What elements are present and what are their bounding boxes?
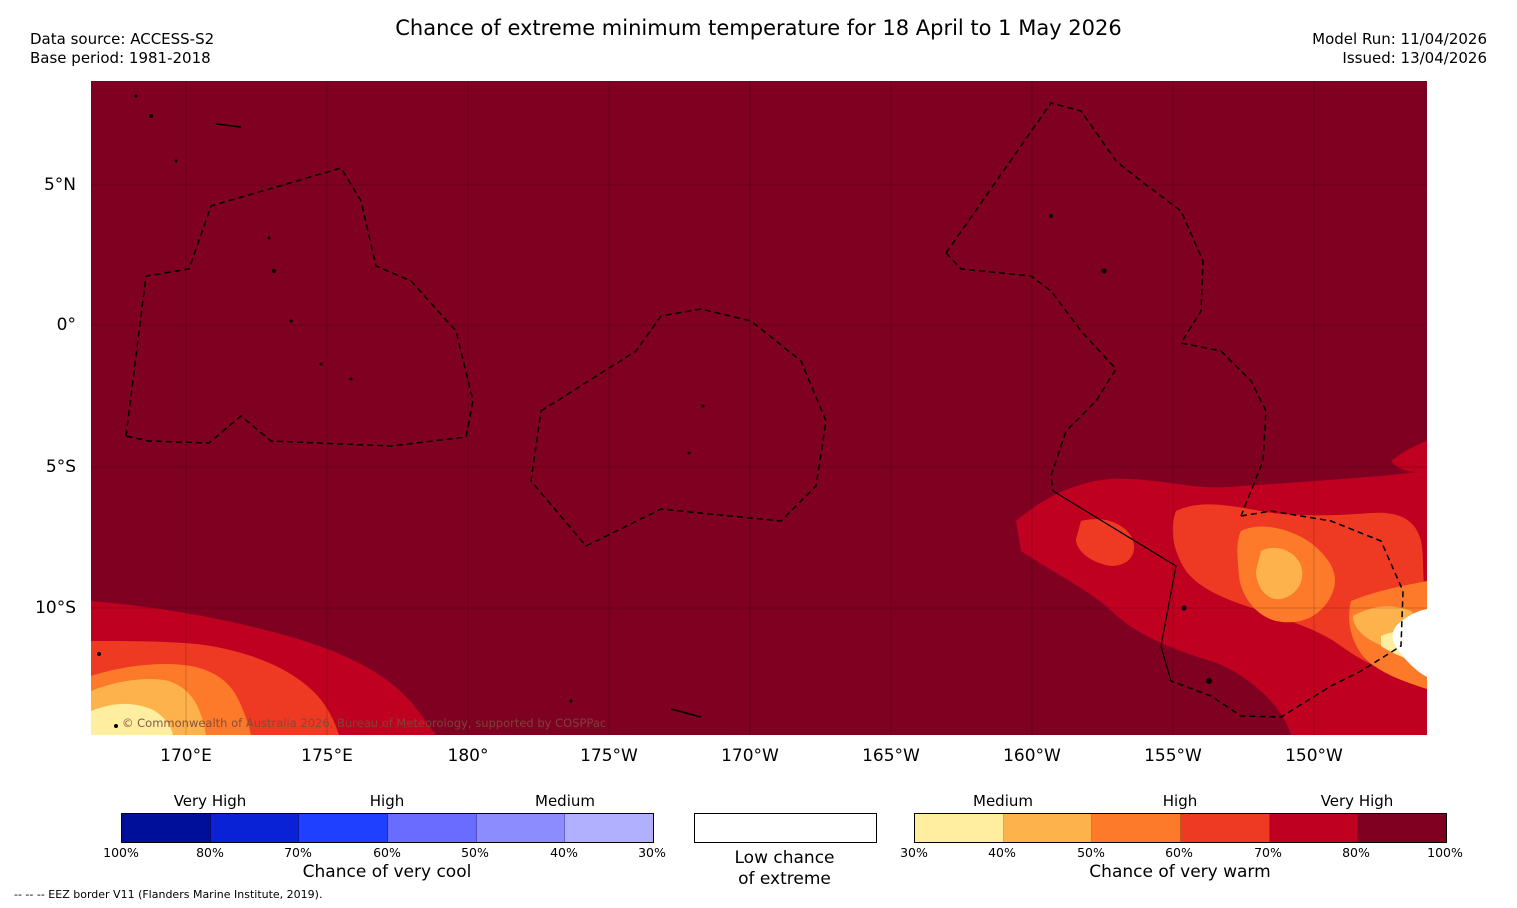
- lon-label: 175°E: [301, 746, 353, 766]
- low-chance-caption: Low chance of extreme: [734, 848, 835, 889]
- warm-tick: 100%: [1427, 845, 1463, 860]
- island: [1206, 678, 1212, 684]
- lat-label-5n: 5°N: [43, 175, 76, 195]
- eez-central: [530, 308, 827, 547]
- lon-label: 170°W: [721, 746, 779, 766]
- island: [267, 236, 271, 240]
- warm-swatch: [915, 814, 1004, 842]
- island: [319, 362, 323, 366]
- cool-swatch: [122, 814, 211, 842]
- cool-level-label: Very High: [173, 792, 247, 810]
- low-swatch: [695, 814, 876, 842]
- sw-contour-30: [91, 703, 173, 735]
- metadata-left: Data source: ACCESS-S2 Base period: 1981…: [30, 30, 214, 68]
- warm-tick: 80%: [1342, 845, 1370, 860]
- eez-borders: [125, 102, 1404, 718]
- island: [569, 699, 573, 703]
- base-period: Base period: 1981-2018: [30, 49, 211, 67]
- cool-swatch: [210, 814, 300, 842]
- cool-tick: 30%: [638, 845, 666, 860]
- warm-swatch: [1269, 814, 1359, 842]
- island: [289, 319, 293, 323]
- cool-level-label: Medium: [535, 792, 595, 810]
- warm-level-label: High: [1162, 792, 1198, 810]
- warm-swatch: [1092, 814, 1182, 842]
- cool-colorbar: [121, 813, 654, 843]
- se-contour-70b: [1391, 441, 1427, 473]
- warm-tick: 40%: [988, 845, 1016, 860]
- lat-label-0: 0°: [56, 315, 76, 335]
- map-title: Chance of extreme minimum temperature fo…: [395, 16, 1122, 40]
- island: [1101, 268, 1107, 274]
- warm-colorbar: [914, 813, 1447, 843]
- warm-tick: 50%: [1077, 845, 1105, 860]
- island: [134, 94, 138, 98]
- island: [215, 123, 242, 128]
- eez-southeast: [1170, 510, 1404, 718]
- cool-tick: 40%: [550, 845, 578, 860]
- warm-swatch: [1358, 814, 1447, 842]
- lon-label: 165°W: [862, 746, 920, 766]
- eez-solid-border: [1052, 490, 1177, 682]
- cool-tick: 80%: [196, 845, 224, 860]
- island: [97, 652, 101, 656]
- model-run: Model Run: 11/04/2026: [1312, 30, 1487, 48]
- se-contour-60b: [1076, 519, 1135, 566]
- island: [349, 377, 353, 381]
- lon-label: 160°W: [1003, 746, 1061, 766]
- se-warm-region: [1016, 441, 1427, 735]
- graticule: [91, 81, 1427, 735]
- cool-level-label: High: [369, 792, 405, 810]
- issued-date: Issued: 13/04/2026: [1342, 49, 1487, 67]
- copyright-notice: © Commonwealth of Australia 2026, Bureau…: [122, 716, 607, 730]
- island: [149, 114, 153, 118]
- metadata-right: Model Run: 11/04/2026 Issued: 13/04/2026: [1312, 30, 1487, 68]
- cool-swatch: [299, 814, 389, 842]
- warm-caption: Chance of very warm: [1089, 862, 1271, 882]
- forecast-map[interactable]: [91, 81, 1427, 735]
- eez-northeast: [945, 102, 1267, 517]
- warm-tick: 70%: [1254, 845, 1282, 860]
- lon-label: 175°W: [580, 746, 638, 766]
- warm-level-label: Very High: [1320, 792, 1394, 810]
- eez-footnote: -- -- -- EEZ border V11 (Flanders Marine…: [14, 888, 323, 901]
- data-source: Data source: ACCESS-S2: [30, 30, 215, 48]
- island: [174, 159, 178, 163]
- warm-swatch: [1003, 814, 1093, 842]
- eez-west: [125, 167, 474, 447]
- island: [687, 451, 691, 455]
- lat-label-5s: 5°S: [45, 457, 76, 477]
- island: [114, 724, 118, 728]
- warm-tick: 60%: [1165, 845, 1193, 860]
- low-chance-swatch: [694, 813, 877, 843]
- se-contour-40: [1256, 547, 1303, 600]
- cool-tick: 100%: [103, 845, 139, 860]
- cool-tick: 60%: [373, 845, 401, 860]
- cool-swatch: [388, 814, 477, 842]
- lon-label: 170°E: [160, 746, 212, 766]
- sw-warm-region: [91, 601, 436, 735]
- lon-label: 180°: [447, 746, 489, 766]
- warm-swatch: [1181, 814, 1270, 842]
- island: [670, 708, 702, 718]
- island: [272, 269, 276, 273]
- lon-label: 155°W: [1144, 746, 1202, 766]
- cool-swatch: [565, 814, 654, 842]
- warm-tick: 30%: [900, 845, 928, 860]
- cool-caption: Chance of very cool: [302, 862, 472, 882]
- cool-swatch: [476, 814, 566, 842]
- island: [701, 404, 705, 408]
- island: [1049, 214, 1053, 218]
- lon-label: 150°W: [1285, 746, 1343, 766]
- cool-tick: 70%: [284, 845, 312, 860]
- islands: [97, 94, 1212, 728]
- warm-level-label: Medium: [973, 792, 1033, 810]
- eez-east-line: [945, 252, 1117, 492]
- lat-label-10s: 10°S: [35, 598, 76, 618]
- cool-tick: 50%: [461, 845, 489, 860]
- island: [1181, 605, 1187, 611]
